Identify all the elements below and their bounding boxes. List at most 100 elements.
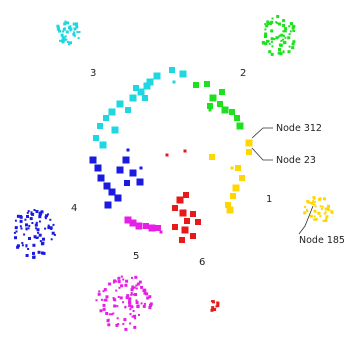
scatter-layer bbox=[13, 15, 334, 331]
cluster-2-node bbox=[287, 50, 291, 54]
cluster-label-4: 4 bbox=[71, 203, 77, 214]
cluster-1-node bbox=[319, 205, 322, 208]
cluster-5-node bbox=[134, 317, 137, 320]
node-23-label: Node 23 bbox=[276, 155, 316, 166]
cluster-4-node bbox=[25, 227, 28, 230]
cluster-6-hub-node bbox=[172, 224, 178, 230]
cluster-3-node bbox=[67, 43, 70, 46]
cluster-5-node bbox=[107, 323, 111, 327]
cluster-3-node bbox=[59, 39, 61, 42]
cluster-5-node bbox=[138, 280, 142, 284]
cluster-3-node bbox=[73, 27, 77, 31]
cluster-5-node bbox=[128, 301, 132, 304]
cluster-4-node bbox=[50, 228, 53, 230]
cluster-2-node bbox=[270, 20, 274, 24]
cluster-2-node bbox=[273, 38, 276, 41]
cluster-2-node bbox=[271, 17, 274, 20]
cluster-1-node bbox=[321, 205, 324, 208]
cluster-label-5: 5 bbox=[133, 251, 139, 262]
cluster-3-node bbox=[62, 27, 66, 31]
cluster-5-node bbox=[135, 287, 138, 290]
cluster-5-node bbox=[115, 289, 118, 292]
cluster-5-node bbox=[140, 302, 143, 305]
cluster-4-node bbox=[32, 251, 35, 255]
cluster-1-node bbox=[312, 218, 315, 221]
cluster-3-node bbox=[56, 24, 60, 28]
cluster-3-hub-node bbox=[97, 123, 103, 129]
cluster-5-node bbox=[113, 279, 117, 283]
cluster-2-node bbox=[288, 45, 291, 48]
cluster-2-node bbox=[291, 46, 295, 50]
cluster-5-node bbox=[117, 280, 121, 283]
cluster-3-node bbox=[69, 41, 72, 45]
cluster-5-node bbox=[122, 301, 125, 304]
cluster-5-node bbox=[125, 296, 129, 300]
cluster-5-node bbox=[131, 276, 133, 279]
cluster-5-node bbox=[120, 284, 124, 288]
cluster-1-node bbox=[314, 217, 318, 221]
cluster-5-node bbox=[116, 317, 119, 320]
cluster-6-hub-node bbox=[172, 205, 178, 211]
cluster-5-node bbox=[132, 287, 134, 289]
cluster-4-node bbox=[25, 254, 29, 257]
cluster-2-node bbox=[208, 108, 212, 112]
cluster-3-node bbox=[69, 27, 73, 31]
cluster-6-node bbox=[216, 301, 219, 304]
cluster-5-node bbox=[135, 299, 138, 302]
cluster-1-hub-node bbox=[245, 139, 253, 147]
cluster-1-node bbox=[305, 208, 308, 211]
cluster-3-node bbox=[66, 41, 69, 43]
cluster-4-node bbox=[34, 223, 38, 227]
cluster-4-node bbox=[50, 238, 53, 241]
cluster-label-2: 2 bbox=[240, 68, 246, 79]
cluster-2-node bbox=[283, 40, 287, 44]
cluster-2-node bbox=[284, 27, 288, 31]
cluster-4-node bbox=[29, 217, 33, 221]
cluster-3-hub-node bbox=[116, 100, 124, 108]
cluster-4-node bbox=[26, 211, 29, 214]
cluster-5-node bbox=[143, 302, 146, 305]
cluster-6-node bbox=[211, 306, 215, 310]
cluster-4-node bbox=[19, 219, 23, 223]
cluster-2-node bbox=[264, 42, 268, 46]
cluster-2-node bbox=[265, 39, 269, 43]
cluster-4-node bbox=[39, 240, 42, 243]
cluster-1-node bbox=[303, 205, 306, 208]
cluster-2-node bbox=[292, 24, 296, 28]
cluster-6-hub-node bbox=[179, 237, 185, 243]
cluster-5-node bbox=[138, 313, 140, 316]
cluster-2-node bbox=[291, 42, 295, 46]
cluster-2-node bbox=[278, 48, 281, 51]
cluster-2-node bbox=[288, 25, 291, 28]
cluster-5-node bbox=[130, 293, 133, 296]
cluster-3-hub-node bbox=[108, 108, 116, 116]
cluster-5-node bbox=[103, 288, 107, 292]
cluster-4-node bbox=[27, 227, 30, 230]
cluster-3-hub-node bbox=[103, 115, 109, 121]
cluster-5-node bbox=[130, 288, 134, 292]
cluster-4-node bbox=[41, 241, 45, 245]
cluster-2-node bbox=[277, 51, 281, 55]
cluster-5-node bbox=[148, 306, 152, 310]
cluster-3-hub-node bbox=[99, 141, 107, 149]
cluster-2-node bbox=[268, 42, 271, 45]
cluster-5-node bbox=[102, 307, 106, 311]
cluster-1-hub-node bbox=[246, 149, 252, 155]
cluster-4-node bbox=[25, 245, 28, 248]
cluster-3-node bbox=[72, 32, 76, 36]
cluster-5-node bbox=[123, 318, 127, 322]
cluster-6-hub-node bbox=[195, 219, 201, 225]
cluster-3-node bbox=[72, 22, 76, 26]
cluster-1-node bbox=[324, 211, 327, 214]
cluster-5-hub-node bbox=[135, 222, 143, 230]
cluster-4-hub-node bbox=[89, 156, 97, 164]
cluster-5-node bbox=[145, 292, 149, 296]
cluster-2-hub-node bbox=[221, 106, 229, 114]
cluster-3-hub-node bbox=[143, 82, 151, 90]
cluster-4-node bbox=[44, 227, 47, 230]
cluster-1-node bbox=[317, 211, 321, 215]
cluster-4-node bbox=[35, 221, 38, 224]
cluster-5-node bbox=[108, 282, 112, 286]
cluster-5-node bbox=[129, 298, 132, 301]
cluster-3-node bbox=[64, 35, 67, 38]
